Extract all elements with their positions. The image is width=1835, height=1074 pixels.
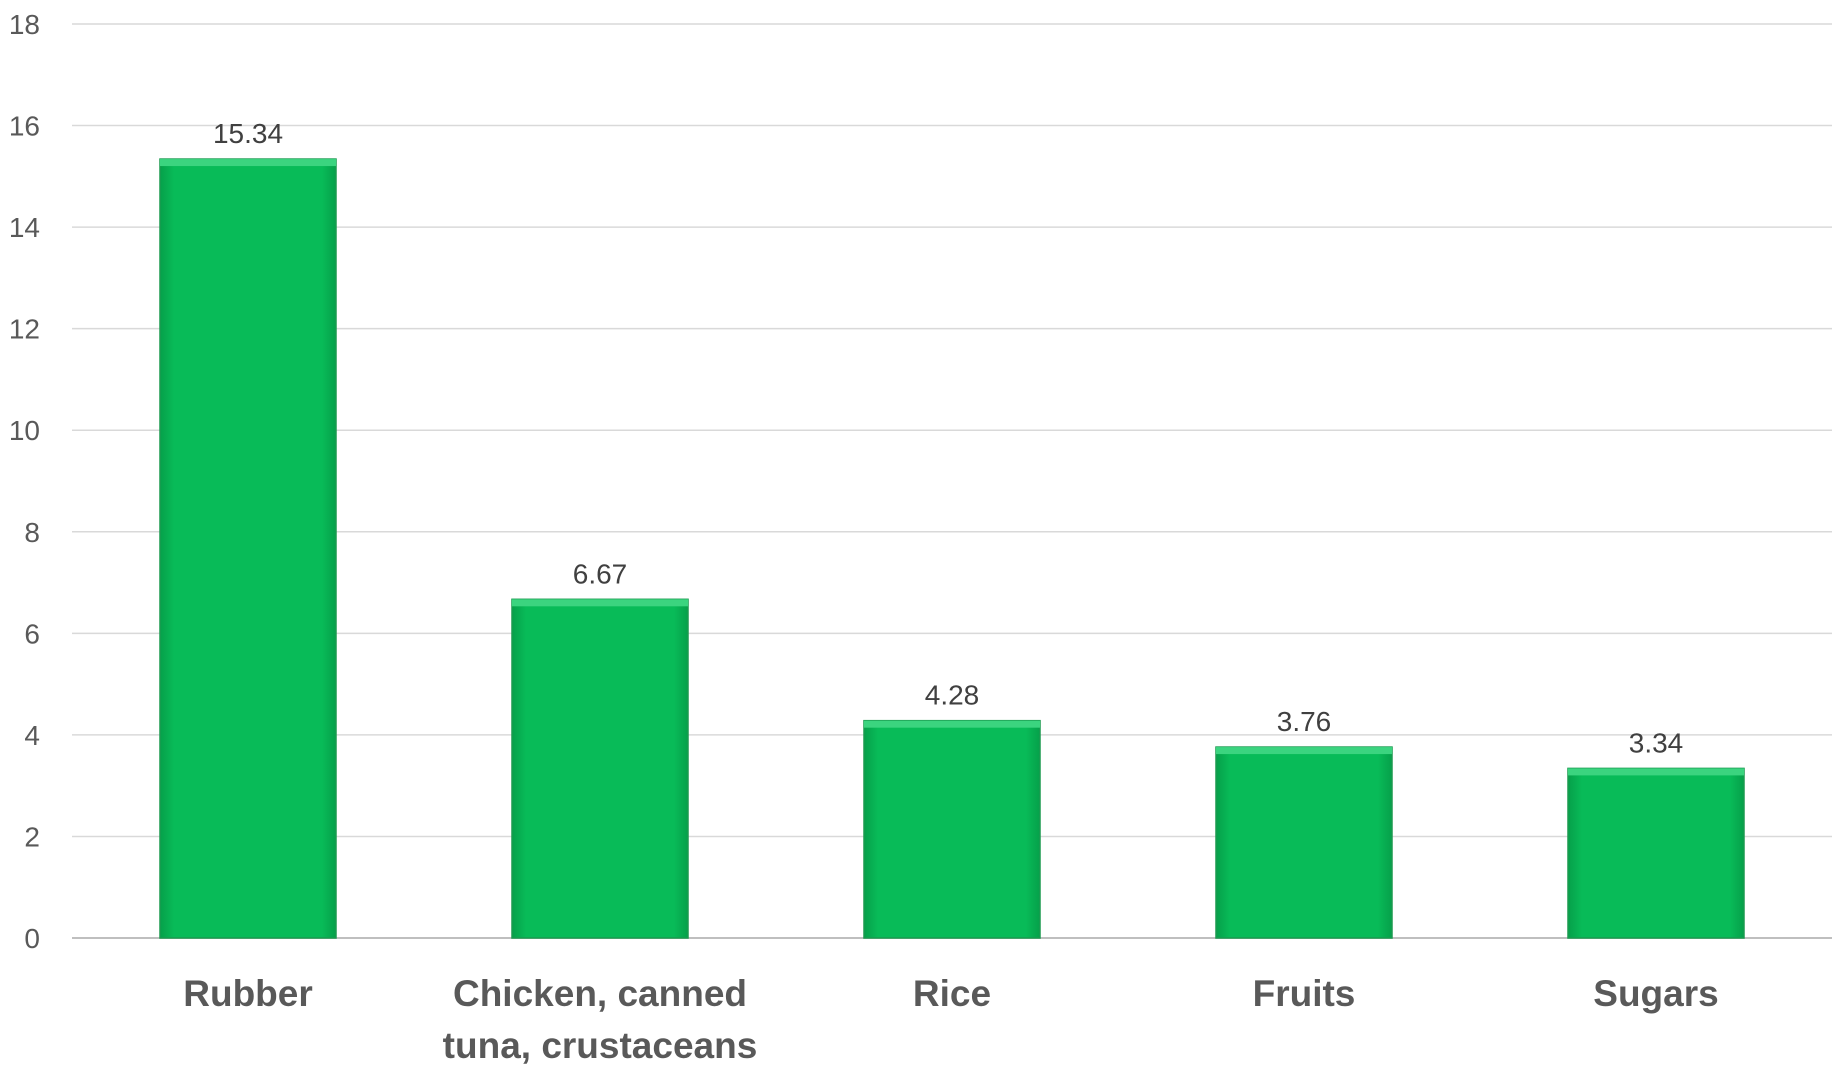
category-label: Fruits	[1253, 973, 1356, 1014]
y-axis-ticks: 0 2 4 6 8 10 12 14 16 18	[9, 9, 40, 954]
category-label: Rubber	[183, 973, 313, 1014]
category-label: Chicken, canned	[453, 973, 747, 1014]
bar-body	[863, 719, 1041, 939]
y-tick-label: 10	[9, 415, 40, 446]
y-tick-label: 2	[24, 821, 40, 852]
bar	[1215, 746, 1393, 939]
y-tick-label: 16	[9, 111, 40, 142]
category-label: Rice	[913, 973, 991, 1014]
data-label: 6.67	[573, 558, 628, 589]
bar-body	[159, 158, 337, 939]
data-label: 3.76	[1277, 706, 1332, 737]
data-labels: 15.34 6.67 4.28 3.76 3.34	[213, 118, 1683, 758]
bar-body	[1567, 767, 1745, 939]
bar-top-bevel	[1216, 747, 1392, 755]
y-tick-label: 4	[24, 720, 40, 751]
bar	[1567, 767, 1745, 939]
bar	[863, 719, 1041, 939]
category-label: Sugars	[1593, 973, 1718, 1014]
bar-top-bevel	[1568, 768, 1744, 776]
bar-top-bevel	[160, 159, 336, 167]
data-label: 3.34	[1629, 727, 1684, 758]
y-tick-label: 12	[9, 314, 40, 345]
bars	[159, 158, 1745, 939]
data-label: 4.28	[925, 680, 980, 711]
data-label: 15.34	[213, 118, 283, 149]
y-tick-label: 6	[24, 618, 40, 649]
category-label: tuna, crustaceans	[443, 1025, 758, 1066]
y-tick-label: 8	[24, 517, 40, 548]
bar-top-bevel	[864, 720, 1040, 728]
bar-body	[511, 598, 689, 939]
bar	[511, 598, 689, 939]
x-axis-categories: Rubber Chicken, canned tuna, crustaceans Ri…	[183, 973, 1718, 1066]
y-tick-label: 18	[9, 9, 40, 40]
y-tick-label: 14	[9, 212, 40, 243]
bar	[159, 158, 337, 939]
gridlines	[72, 23, 1832, 939]
bar-top-bevel	[512, 599, 688, 607]
y-tick-label: 0	[24, 923, 40, 954]
bar-body	[1215, 746, 1393, 939]
